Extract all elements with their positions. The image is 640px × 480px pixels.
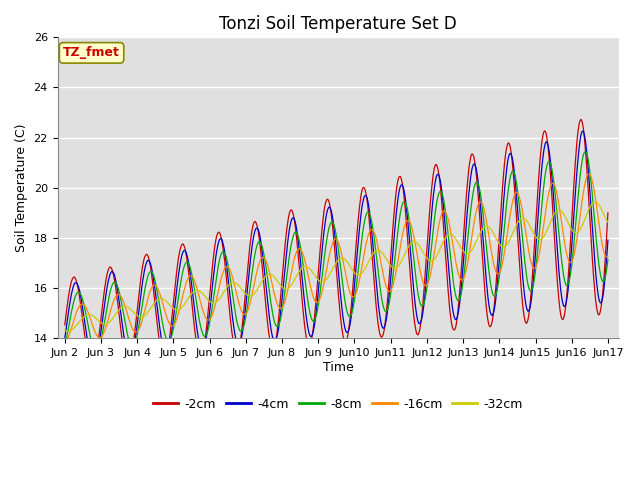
-16cm (585, 171, 593, 177)
Line: -16cm: -16cm (65, 174, 608, 343)
-2cm (88, 365, 96, 371)
-2cm (403, 227, 411, 233)
-4cm (604, 237, 612, 243)
-4cm (403, 210, 411, 216)
-4cm (90, 360, 97, 365)
Line: -8cm: -8cm (65, 152, 608, 351)
-32cm (591, 199, 599, 205)
-2cm (419, 301, 427, 307)
-8cm (61, 343, 68, 349)
-2cm (577, 117, 584, 122)
-4cm (211, 260, 219, 265)
-32cm (604, 219, 612, 225)
-8cm (211, 284, 219, 289)
-8cm (127, 343, 135, 348)
-32cm (61, 327, 68, 333)
-16cm (61, 340, 68, 346)
-4cm (182, 251, 190, 256)
-8cm (92, 348, 100, 354)
-16cm (211, 305, 218, 311)
-2cm (61, 322, 68, 328)
-8cm (419, 303, 427, 309)
-16cm (419, 276, 426, 282)
-16cm (403, 219, 410, 225)
-2cm (127, 353, 135, 359)
Legend: -2cm, -4cm, -8cm, -16cm, -32cm: -2cm, -4cm, -8cm, -16cm, -32cm (148, 393, 528, 416)
-2cm (71, 275, 79, 280)
-4cm (579, 128, 587, 134)
Line: -2cm: -2cm (65, 120, 608, 368)
Line: -32cm: -32cm (65, 202, 608, 331)
X-axis label: Time: Time (323, 360, 353, 374)
-2cm (604, 210, 612, 216)
Y-axis label: Soil Temperature (C): Soil Temperature (C) (15, 123, 28, 252)
-8cm (581, 149, 589, 155)
-32cm (211, 300, 219, 306)
-32cm (127, 307, 135, 313)
-32cm (64, 328, 72, 334)
-32cm (182, 299, 190, 304)
-32cm (72, 324, 79, 329)
-4cm (61, 336, 68, 341)
-4cm (71, 280, 79, 286)
Text: TZ_fmet: TZ_fmet (63, 47, 120, 60)
-16cm (71, 315, 79, 321)
-8cm (604, 257, 612, 263)
-2cm (182, 253, 190, 259)
-8cm (71, 296, 79, 301)
-8cm (182, 259, 190, 265)
-2cm (211, 241, 219, 247)
-32cm (403, 247, 411, 252)
Title: Tonzi Soil Temperature Set D: Tonzi Soil Temperature Set D (220, 15, 457, 33)
-8cm (403, 204, 411, 210)
-4cm (419, 310, 427, 315)
-32cm (419, 249, 427, 254)
-16cm (604, 253, 612, 259)
Line: -4cm: -4cm (65, 131, 608, 362)
-16cm (182, 282, 189, 288)
-16cm (127, 321, 134, 326)
-4cm (127, 354, 135, 360)
